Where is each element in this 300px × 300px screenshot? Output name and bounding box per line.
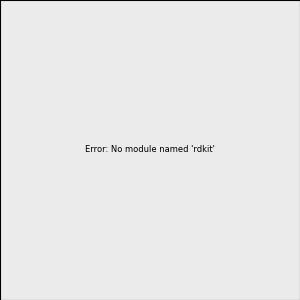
Text: Error: No module named 'rdkit': Error: No module named 'rdkit' [85, 146, 215, 154]
